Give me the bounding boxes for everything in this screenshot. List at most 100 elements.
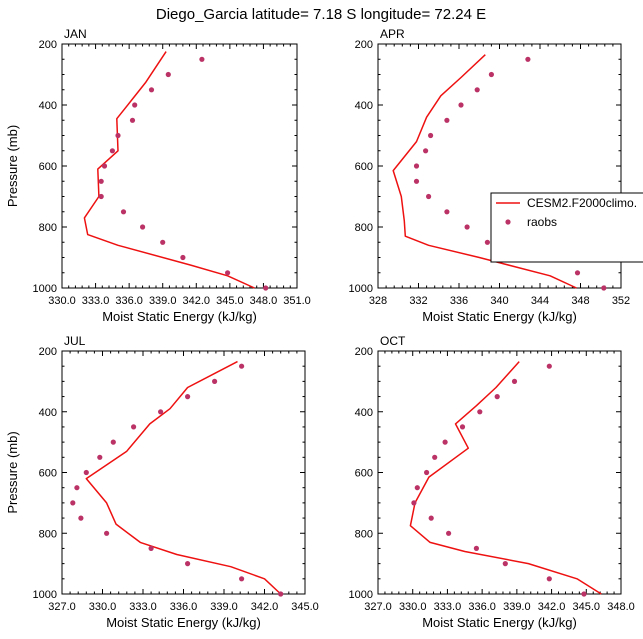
- panel-apr: APR 328 332 336 340 344 348 352 200 400 600 800 1000…: [349, 27, 631, 324]
- obs-point: [83, 469, 89, 476]
- legend-model-label: CESM2.F2000climo.: [527, 196, 637, 210]
- x-tick-label: 339.0: [149, 295, 177, 307]
- y-tick-label: 600: [39, 161, 57, 173]
- panel-label: APR: [380, 27, 405, 41]
- obs-point: [546, 363, 552, 369]
- x-tick-label: 336: [450, 295, 468, 307]
- panel-label: JUL: [64, 334, 86, 348]
- model-line-jan: [83, 51, 255, 289]
- obs-point: [511, 378, 518, 384]
- obs-point: [131, 424, 137, 430]
- obs-point: [446, 530, 452, 536]
- obs-point: [442, 439, 448, 445]
- x-tick-label: 342.0: [251, 601, 279, 613]
- obs-point: [185, 394, 191, 400]
- x-tick-label: 327.0: [48, 601, 76, 613]
- obs-point: [148, 545, 154, 552]
- obs-point: [278, 591, 284, 597]
- x-tick-label: 330.0: [48, 295, 76, 307]
- x-axis-label: Moist Static Energy (kJ/kg): [102, 309, 257, 324]
- x-tick-label: 339.0: [210, 601, 238, 613]
- x-tick-label: 345.0: [573, 601, 601, 613]
- x-tick-label: 332: [409, 295, 427, 307]
- obs-point: [160, 239, 166, 245]
- panel-jul: JUL 327.0 330.0 333.0 336.0 339.0 342.0 345.0 20…: [5, 334, 319, 630]
- y-tick-label: 600: [355, 161, 373, 173]
- x-axis-label: Moist Static Energy (kJ/kg): [422, 309, 577, 324]
- obs-point: [97, 454, 103, 460]
- obs-point: [581, 591, 587, 597]
- x-tick-label: 336.0: [170, 601, 198, 613]
- obs-point: [140, 224, 146, 230]
- x-tick-label: 330.0: [89, 601, 117, 613]
- panel-oct: OCT 327.0 330.0 333.0 336.0 339.0 342.0 345.0 34…: [349, 334, 635, 630]
- obs-point: [473, 545, 479, 552]
- y-tick-label: 400: [355, 407, 373, 419]
- obs-point: [424, 469, 430, 476]
- y-tick-label: 400: [39, 407, 57, 419]
- legend: CESM2.F2000climo. raobs: [490, 192, 643, 263]
- y-tick-label: 1000: [33, 589, 57, 601]
- y-tick-label: 800: [355, 528, 373, 540]
- obs-point: [444, 117, 450, 123]
- y-axis-label: Pressure (mb): [5, 431, 20, 513]
- panel-label: OCT: [380, 334, 406, 348]
- y-tick-label: 1000: [349, 589, 373, 601]
- y-tick-label: 200: [355, 39, 373, 51]
- x-tick-label: 352: [612, 295, 630, 307]
- y-tick-label: 200: [355, 346, 373, 358]
- y-axis-label: Pressure (mb): [5, 125, 20, 207]
- x-tick-label: 333.0: [434, 601, 462, 613]
- x-tick-label: 333.0: [82, 295, 110, 307]
- y-tick-label: 600: [39, 468, 57, 480]
- obs-point: [104, 530, 110, 536]
- obs-point: [426, 193, 432, 200]
- axes-frame: [61, 43, 298, 289]
- obs-point: [474, 87, 480, 93]
- obs-point: [423, 148, 429, 154]
- obs-point: [459, 424, 466, 430]
- obs-point: [239, 576, 245, 582]
- y-tick-label: 200: [39, 346, 57, 358]
- obs-point: [110, 439, 116, 445]
- obs-point: [109, 148, 115, 154]
- legend-obs-marker: [505, 219, 511, 225]
- obs-point: [494, 394, 500, 400]
- model-line-jul: [85, 360, 282, 595]
- obs-point: [444, 209, 450, 215]
- y-tick-label: 800: [39, 528, 57, 540]
- obs-point: [428, 515, 434, 521]
- obs-point: [98, 193, 104, 200]
- obs-point: [115, 132, 121, 139]
- x-tick-label: 348.0: [250, 295, 278, 307]
- panel-jan: JAN 330.0 333.0 336.0 339.0 342.0 345.0 348.0 35…: [5, 27, 311, 324]
- obs-point: [502, 561, 508, 567]
- x-tick-label: 344: [531, 295, 549, 307]
- obs-point: [158, 409, 164, 415]
- y-tick-label: 1000: [33, 283, 57, 295]
- x-tick-label: 336.0: [468, 601, 496, 613]
- obs-point: [212, 378, 218, 384]
- obs-point: [601, 285, 607, 291]
- y-tick-label: 800: [39, 222, 57, 234]
- y-tick-label: 600: [355, 468, 373, 480]
- model-line-apr: [392, 54, 577, 289]
- x-tick-label: 348: [571, 295, 589, 307]
- obs-point: [464, 224, 470, 230]
- obs-point: [414, 485, 420, 491]
- obs-point: [458, 102, 464, 108]
- legend-obs-label: raobs: [527, 215, 557, 229]
- obs-point: [488, 71, 494, 78]
- obs-point: [120, 209, 127, 215]
- x-tick-label: 328: [369, 295, 387, 307]
- axes-frame: [61, 350, 306, 595]
- y-tick-label: 200: [39, 39, 57, 51]
- model-line-oct: [409, 361, 602, 595]
- x-tick-label: 342.0: [183, 295, 211, 307]
- y-tick-label: 400: [355, 100, 373, 112]
- x-tick-label: 345.0: [291, 601, 319, 613]
- y-tick-label: 400: [39, 100, 57, 112]
- x-tick-label: 342.0: [538, 601, 566, 613]
- x-tick-label: 345.0: [216, 295, 244, 307]
